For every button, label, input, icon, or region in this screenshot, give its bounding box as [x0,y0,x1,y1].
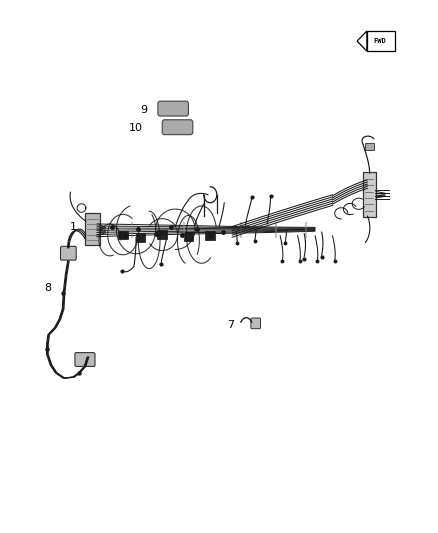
FancyBboxPatch shape [184,232,193,241]
Text: 7: 7 [227,320,234,330]
FancyBboxPatch shape [162,120,193,135]
Text: 8: 8 [44,283,51,293]
FancyBboxPatch shape [157,230,167,239]
FancyBboxPatch shape [251,318,261,329]
Text: 9: 9 [140,104,147,115]
FancyBboxPatch shape [60,246,76,260]
FancyBboxPatch shape [205,231,215,240]
FancyBboxPatch shape [158,101,188,116]
FancyBboxPatch shape [136,233,145,241]
FancyBboxPatch shape [85,213,100,245]
FancyBboxPatch shape [118,231,128,239]
Text: 10: 10 [129,123,143,133]
FancyBboxPatch shape [363,172,376,217]
FancyBboxPatch shape [365,143,374,150]
FancyBboxPatch shape [75,353,95,367]
Text: FWD: FWD [374,38,386,44]
Text: 1: 1 [70,222,77,232]
